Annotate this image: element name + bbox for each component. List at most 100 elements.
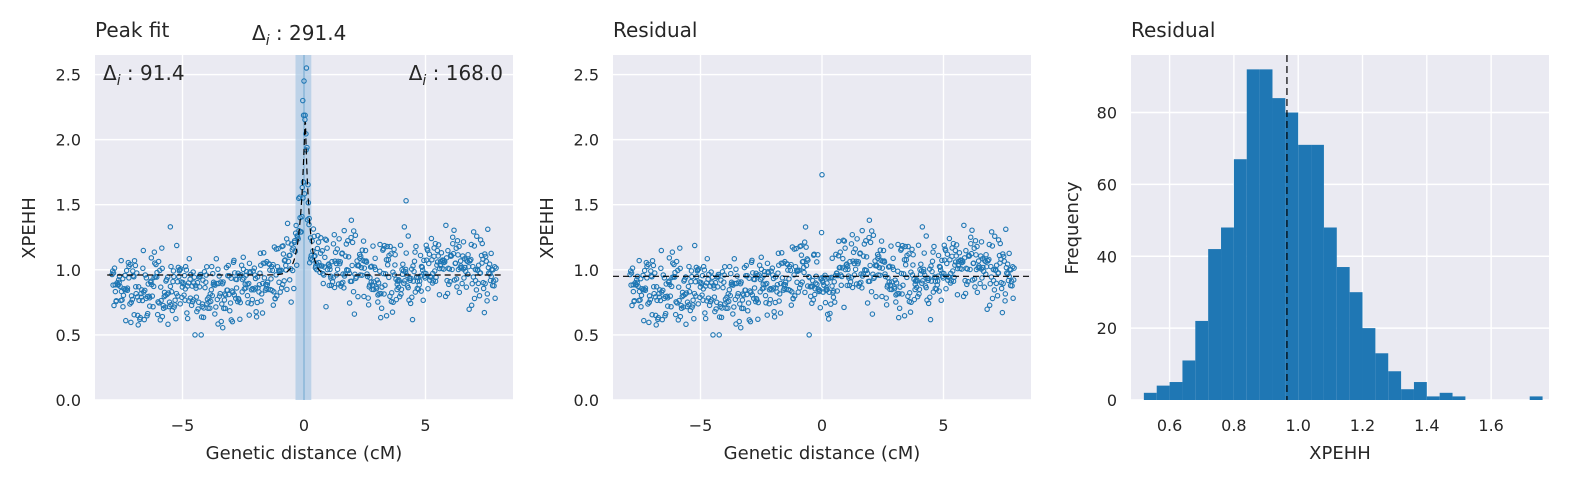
data-point [479,240,486,247]
data-point [170,268,177,274]
data-point [289,267,296,274]
data-point [155,299,161,305]
data-point [402,266,409,273]
data-point [393,296,400,303]
data-point [144,310,151,317]
data-point [868,288,875,295]
data-point [841,304,847,311]
data-point [915,242,922,248]
data-point [695,301,701,307]
data-point [745,300,752,306]
data-point [420,297,426,304]
data-point [405,233,411,239]
data-point [762,292,769,299]
data-point [470,229,477,235]
data-point [662,310,669,317]
data-point [171,273,177,280]
data-point [324,245,330,251]
data-point [165,321,171,328]
data-point [798,243,804,249]
data-point [434,247,441,254]
data-point [227,300,234,306]
data-point [365,295,371,301]
y-tick-label: 0.5 [574,326,599,345]
data-point [975,258,982,264]
data-point [751,285,758,291]
histogram-bar [1388,371,1402,400]
y-axis-label: XPEHH [19,197,40,259]
data-point [973,252,979,258]
data-point [652,270,658,276]
y-tick-label: 2.0 [574,131,599,150]
data-point [142,287,148,294]
data-point [991,233,998,240]
data-point [216,273,222,279]
data-point [450,240,456,247]
data-point [401,224,408,230]
data-point [148,255,155,261]
data-point [974,243,980,250]
peak-fit-panel: 0.0 0.5 1.0 1.5 2.0 2.5 −5 0 5 Peak fit Δi : 29… [19,18,513,464]
histogram-bar [1375,353,1389,400]
data-point [123,267,130,274]
data-point [1010,295,1016,302]
data-point [372,255,378,262]
data-point [128,319,134,326]
data-point [731,304,737,310]
data-point [303,65,310,71]
data-point [734,293,741,299]
data-point [253,309,259,315]
y-tick-label: 0.0 [56,391,81,410]
data-point [124,285,131,291]
data-point [739,297,746,303]
data-point [863,267,870,274]
data-point [974,289,981,296]
data-point [814,259,820,265]
data-point [748,289,754,296]
data-point [120,303,126,310]
data-point [878,238,885,244]
x-tick-labels: −5 0 5 [171,416,431,435]
data-point [311,233,317,240]
data-point [208,298,214,305]
data-point [863,254,870,260]
data-point [893,292,899,298]
data-point [364,271,370,277]
y-tick-labels: 0 20 40 60 80 [1097,104,1117,411]
data-point [225,262,232,269]
data-point [434,259,441,265]
data-point [365,302,372,308]
data-point [194,308,200,315]
data-point [904,274,910,281]
data-point [681,276,688,283]
data-point [668,283,675,290]
data-point [131,274,137,280]
data-point [278,285,285,291]
data-point [157,284,164,290]
data-point [700,263,707,270]
data-point [701,267,708,273]
data-point [173,242,180,249]
data-point [129,296,136,303]
data-point [245,300,251,306]
data-point [468,256,474,263]
data-point [486,261,493,267]
data-point [1009,283,1015,289]
data-point [368,279,374,285]
data-point [749,257,755,264]
data-point [453,276,460,282]
histogram-bar [1298,144,1312,400]
data-point [484,298,490,304]
data-point [148,278,154,284]
data-point [908,269,914,275]
data-point [945,277,951,283]
data-point [978,239,985,245]
data-point [817,304,824,311]
data-point [930,249,936,255]
data-point [991,287,998,293]
data-point [216,293,223,299]
data-point [676,297,682,304]
data-point [384,243,391,250]
y-tick-label: 2.5 [574,66,599,85]
data-point [330,241,337,247]
